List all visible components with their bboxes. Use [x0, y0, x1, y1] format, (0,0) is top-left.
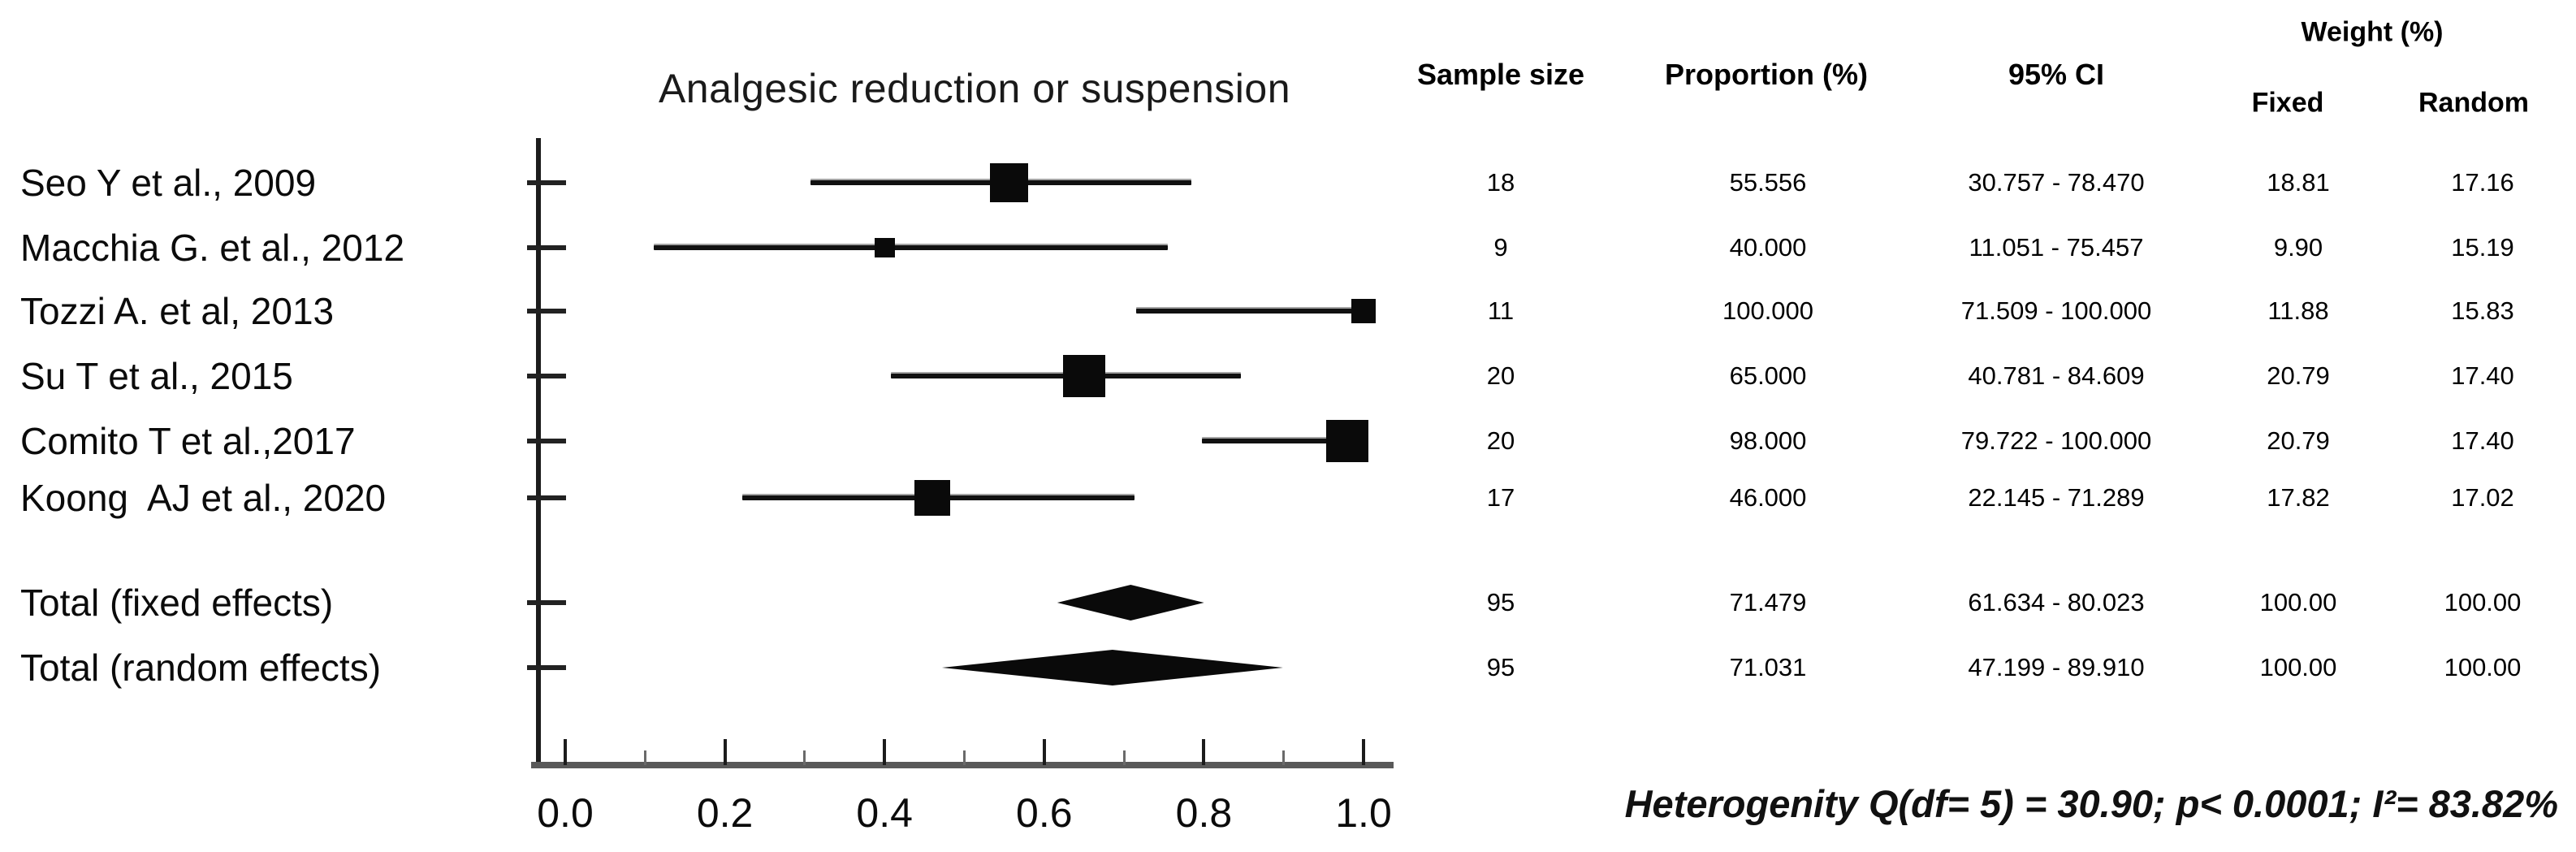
study-label: Macchia G. et al., 2012	[20, 227, 405, 269]
study-label: Comito T et al.,2017	[20, 420, 356, 462]
study-label: Su T et al., 2015	[20, 355, 293, 397]
x-axis-minor-tick	[803, 750, 806, 765]
col-header-fixed: Fixed	[2251, 87, 2324, 119]
x-axis-tick-label: 1.0	[1335, 790, 1392, 836]
x-axis-tick-label: 0.8	[1175, 790, 1233, 836]
study-label: Seo Y et al., 2009	[20, 162, 317, 204]
cell-ci: 40.781 - 84.609	[1968, 361, 2145, 390]
x-axis-major-tick	[1202, 739, 1206, 765]
cell-proportion: 98.000	[1729, 426, 1807, 455]
heterogeneity-note: Heterogenity Q(df= 5) = 30.90; p< 0.0001…	[1624, 782, 2558, 825]
cell-ci: 79.722 - 100.000	[1960, 426, 2152, 455]
cell-ci: 11.051 - 75.457	[1969, 233, 2144, 262]
x-axis-major-tick	[1362, 739, 1365, 765]
study-label: Koong AJ et al., 2020	[20, 477, 387, 519]
pooled-estimate-diamond	[1057, 585, 1204, 621]
cell-weight-fixed: 20.79	[2267, 361, 2330, 390]
cell-weight-random: 17.02	[2451, 483, 2514, 512]
point-estimate-marker	[1062, 355, 1105, 397]
y-axis-row-tick	[527, 600, 566, 605]
ci-whisker	[1135, 309, 1364, 314]
x-axis-major-tick	[1042, 739, 1046, 765]
cell-sample-size: 11	[1487, 296, 1515, 325]
cell-proportion: 71.479	[1729, 588, 1807, 616]
ci-whisker	[1201, 439, 1364, 443]
y-axis-row-tick	[527, 180, 566, 185]
cell-weight-fixed: 18.81	[2267, 168, 2330, 197]
x-axis-tick-label: 0.6	[1016, 790, 1073, 836]
cell-ci: 61.634 - 80.023	[1968, 588, 2145, 616]
x-axis-tick-label: 0.2	[696, 790, 754, 836]
y-axis-row-tick	[527, 495, 566, 500]
col-header-ci: 95% CI	[2008, 58, 2105, 91]
cell-ci: 22.145 - 71.289	[1968, 483, 2145, 512]
cell-ci: 71.509 - 100.000	[1960, 296, 2152, 325]
cell-proportion: 65.000	[1729, 361, 1807, 390]
cell-weight-fixed: 100.00	[2259, 653, 2337, 681]
y-axis-row-tick	[527, 439, 566, 443]
cell-sample-size: 95	[1486, 588, 1515, 616]
y-axis-row-tick	[527, 374, 566, 378]
x-axis-minor-tick	[963, 750, 966, 765]
cell-weight-random: 15.19	[2451, 233, 2514, 262]
col-header-proportion: Proportion (%)	[1665, 58, 1868, 91]
point-estimate-marker	[914, 479, 951, 517]
cell-sample-size: 17	[1486, 483, 1515, 512]
cell-weight-random: 100.00	[2444, 653, 2522, 681]
col-header-weight: Weight (%)	[2301, 16, 2444, 48]
cell-sample-size: 20	[1486, 426, 1515, 455]
cell-weight-fixed: 17.82	[2267, 483, 2330, 512]
study-label: Total (fixed effects)	[20, 582, 334, 624]
point-estimate-marker	[1326, 420, 1369, 462]
x-axis-minor-tick	[1122, 750, 1126, 765]
pooled-estimate-diamond	[941, 650, 1283, 685]
cell-sample-size: 9	[1493, 233, 1508, 262]
y-axis-line	[536, 138, 541, 768]
cell-weight-random: 15.83	[2451, 296, 2514, 325]
col-header-sample-size: Sample size	[1416, 58, 1585, 91]
point-estimate-marker	[989, 163, 1028, 202]
cell-ci: 47.199 - 89.910	[1968, 653, 2145, 681]
y-axis-row-tick	[527, 245, 566, 250]
cell-weight-fixed: 100.00	[2259, 588, 2337, 616]
cell-sample-size: 20	[1486, 361, 1515, 390]
x-axis-major-tick	[723, 739, 727, 765]
x-axis-major-tick	[564, 739, 567, 765]
x-axis-minor-tick	[1282, 750, 1286, 765]
x-axis-tick-label: 0.4	[856, 790, 913, 836]
cell-proportion: 40.000	[1729, 233, 1807, 262]
x-axis-line	[531, 762, 1394, 768]
study-label: Tozzi A. et al, 2013	[20, 290, 335, 332]
cell-ci: 30.757 - 78.470	[1968, 168, 2145, 197]
cell-weight-random: 17.40	[2451, 361, 2514, 390]
cell-weight-fixed: 20.79	[2267, 426, 2330, 455]
cell-proportion: 55.556	[1729, 168, 1807, 197]
x-axis-major-tick	[883, 739, 887, 765]
cell-proportion: 100.000	[1722, 296, 1814, 325]
cell-sample-size: 95	[1486, 653, 1515, 681]
cell-weight-random: 100.00	[2444, 588, 2522, 616]
point-estimate-marker	[874, 237, 895, 258]
cell-weight-fixed: 9.90	[2273, 233, 2323, 262]
point-estimate-marker	[1351, 299, 1376, 323]
cell-weight-random: 17.16	[2451, 168, 2514, 197]
cell-weight-fixed: 11.88	[2267, 296, 2329, 325]
y-axis-row-tick	[527, 665, 566, 670]
col-header-random: Random	[2418, 87, 2529, 119]
x-axis-tick-label: 0.0	[537, 790, 594, 836]
cell-sample-size: 18	[1486, 168, 1515, 197]
cell-proportion: 71.031	[1729, 653, 1807, 681]
ci-whisker	[653, 245, 1168, 250]
x-axis-minor-tick	[643, 750, 646, 765]
chart-title: Analgesic reduction or suspension	[658, 66, 1291, 111]
study-label: Total (random effects)	[20, 647, 382, 689]
cell-proportion: 46.000	[1729, 483, 1807, 512]
cell-weight-random: 17.40	[2451, 426, 2514, 455]
y-axis-row-tick	[527, 309, 566, 314]
